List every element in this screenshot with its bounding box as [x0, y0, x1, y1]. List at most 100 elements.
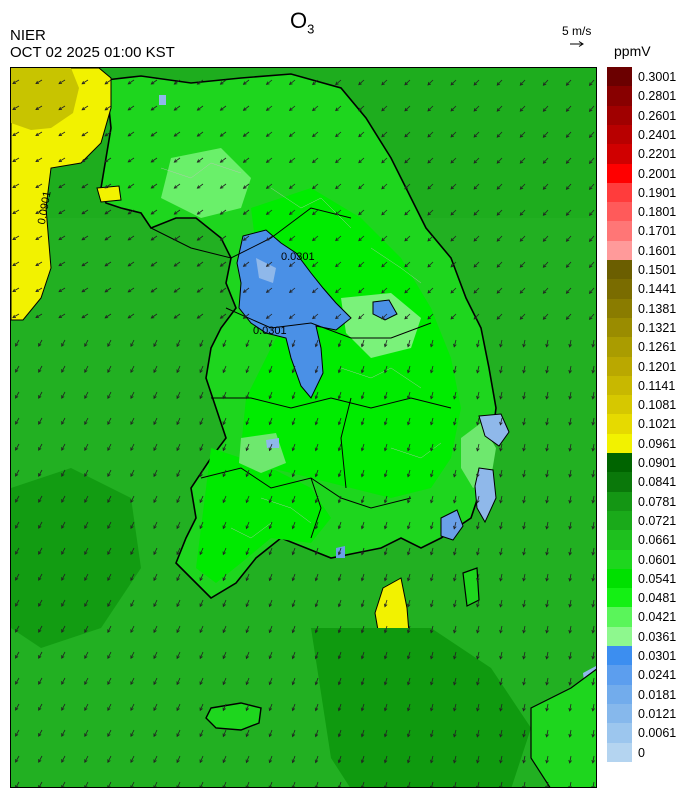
wind-vector-arrowhead: [404, 289, 408, 294]
legend-swatch: [607, 337, 632, 357]
wind-vector-arrowhead: [519, 160, 524, 164]
wind-vector-arrowhead: [199, 395, 203, 400]
wind-vector-arrowhead: [12, 314, 16, 318]
wind-vector-arrowhead: [476, 447, 480, 452]
wind-vector-arrowhead: [242, 237, 247, 241]
wind-vector-arrowhead: [496, 108, 501, 112]
wind-vector-arrowhead: [196, 237, 201, 241]
wind-vector-arrowhead: [314, 577, 319, 582]
wind-vector-arrow: [222, 443, 227, 451]
wind-vector-arrowhead: [473, 238, 478, 242]
wind-vector-arrowhead: [312, 133, 316, 138]
yellow-region-northwest: [11, 68, 112, 321]
wind-vector-arrow: [381, 313, 388, 320]
wind-vector-arrowhead: [104, 133, 109, 137]
wind-vector-arrowhead: [130, 629, 134, 634]
wind-vector-arrow: [38, 755, 43, 763]
wind-vector-arrow: [361, 417, 365, 425]
wind-vector-arrowhead: [245, 577, 249, 582]
legend-swatch: [607, 124, 632, 145]
wind-vector-arrow: [61, 391, 66, 399]
wind-vector-arrow: [266, 235, 273, 241]
province-boundaries: [150, 207, 452, 539]
wind-vector-arrowhead: [427, 211, 431, 216]
wind-vector-arrowhead: [453, 629, 457, 634]
wind-vector-arrowhead: [591, 395, 595, 400]
wind-vector-arrowhead: [58, 184, 63, 189]
wind-vector-arrow: [407, 573, 411, 581]
wind-vector-arrowhead: [406, 629, 411, 634]
wind-vector-arrowhead: [383, 525, 388, 530]
wind-vector-arrowhead: [360, 395, 365, 400]
wind-vector-arrow: [500, 599, 503, 607]
wind-vector-arrow: [592, 781, 595, 787]
wind-vector-arrowhead: [568, 343, 572, 348]
wind-vector-arrowhead: [84, 343, 88, 347]
wind-vector-arrowhead: [104, 159, 109, 163]
wind-vector-arrow: [407, 417, 411, 425]
wind-vector-arrowhead: [245, 655, 249, 660]
wind-vector-arrowhead: [242, 211, 247, 215]
wind-vector-arrowhead: [499, 421, 503, 426]
wind-vector-arrow: [104, 157, 112, 163]
wind-vector-arrowhead: [107, 603, 111, 608]
legend-swatch: [607, 665, 632, 686]
legend-label: 0.0841: [638, 475, 677, 490]
legend-label: 0.0661: [638, 533, 677, 548]
wind-vector-arrow: [153, 469, 158, 477]
wind-vector-arrow: [269, 391, 273, 399]
wind-vector-arrow: [199, 469, 204, 477]
wind-vector-arrowhead: [383, 681, 388, 686]
wind-vector-arrow: [453, 443, 457, 451]
wind-vector-arrowhead: [38, 343, 42, 347]
wind-vector-arrowhead: [568, 681, 572, 686]
wind-vector-arrowhead: [542, 290, 547, 294]
wind-vector-arrow: [153, 625, 158, 633]
wind-vector-arrowhead: [519, 264, 524, 268]
wind-vector-arrowhead: [427, 81, 431, 86]
wind-vector-arrowhead: [406, 369, 411, 374]
wind-vector-arrow: [453, 339, 457, 347]
wind-vector-arrow: [38, 729, 43, 737]
wind-vector-arrow: [197, 287, 204, 293]
wind-vector-arrowhead: [427, 185, 431, 190]
wind-vector-arrowhead: [15, 733, 19, 737]
wind-vector-arrow: [104, 183, 112, 189]
wind-vector-arrowhead: [173, 159, 178, 163]
wind-vector-arrowhead: [58, 80, 63, 85]
wind-vector-arrowhead: [130, 473, 134, 478]
wind-vector-arrow: [35, 131, 43, 136]
wind-vector-arrowhead: [545, 421, 549, 426]
wind-vector-arrow: [381, 79, 388, 86]
wind-vector-arrowhead: [150, 289, 155, 293]
wind-vector-arrowhead: [591, 681, 595, 686]
wind-vector-arrowhead: [360, 655, 365, 660]
wind-vector-arrowhead: [522, 447, 526, 452]
wind-vector-arrowhead: [15, 577, 19, 581]
wind-vector-arrow: [153, 547, 158, 555]
wind-vector-arrow: [476, 677, 480, 685]
wind-vector-arrowhead: [61, 603, 65, 607]
wind-vector-arrow: [222, 547, 227, 555]
wind-vector-arrow: [431, 781, 434, 787]
wind-vector-arrow: [592, 625, 595, 633]
wind-vector-arrowhead: [591, 525, 595, 530]
jeju-island: [205, 702, 262, 731]
wind-vector-arrowhead: [222, 577, 226, 582]
wind-vector-arrowhead: [591, 577, 595, 582]
wind-vector-arrow: [569, 495, 572, 503]
wind-vector-arrowhead: [383, 603, 388, 608]
wind-vector-arrow: [453, 573, 457, 581]
wind-vector-arrow: [335, 261, 342, 267]
wind-vector-arrowhead: [360, 707, 365, 712]
wind-vector-arrow: [289, 79, 296, 85]
legend-label: 0.1321: [638, 320, 677, 335]
wind-vector-arrowhead: [196, 263, 201, 267]
wind-vector-arrow: [174, 261, 181, 267]
legend-label: 0.1701: [638, 224, 677, 239]
wind-vector-arrow: [519, 157, 526, 164]
wind-vector-arrow: [453, 729, 457, 737]
wind-vector-arrowhead: [360, 551, 365, 556]
wind-vector-arrow: [361, 677, 365, 685]
wind-vector-arrow: [338, 495, 342, 503]
